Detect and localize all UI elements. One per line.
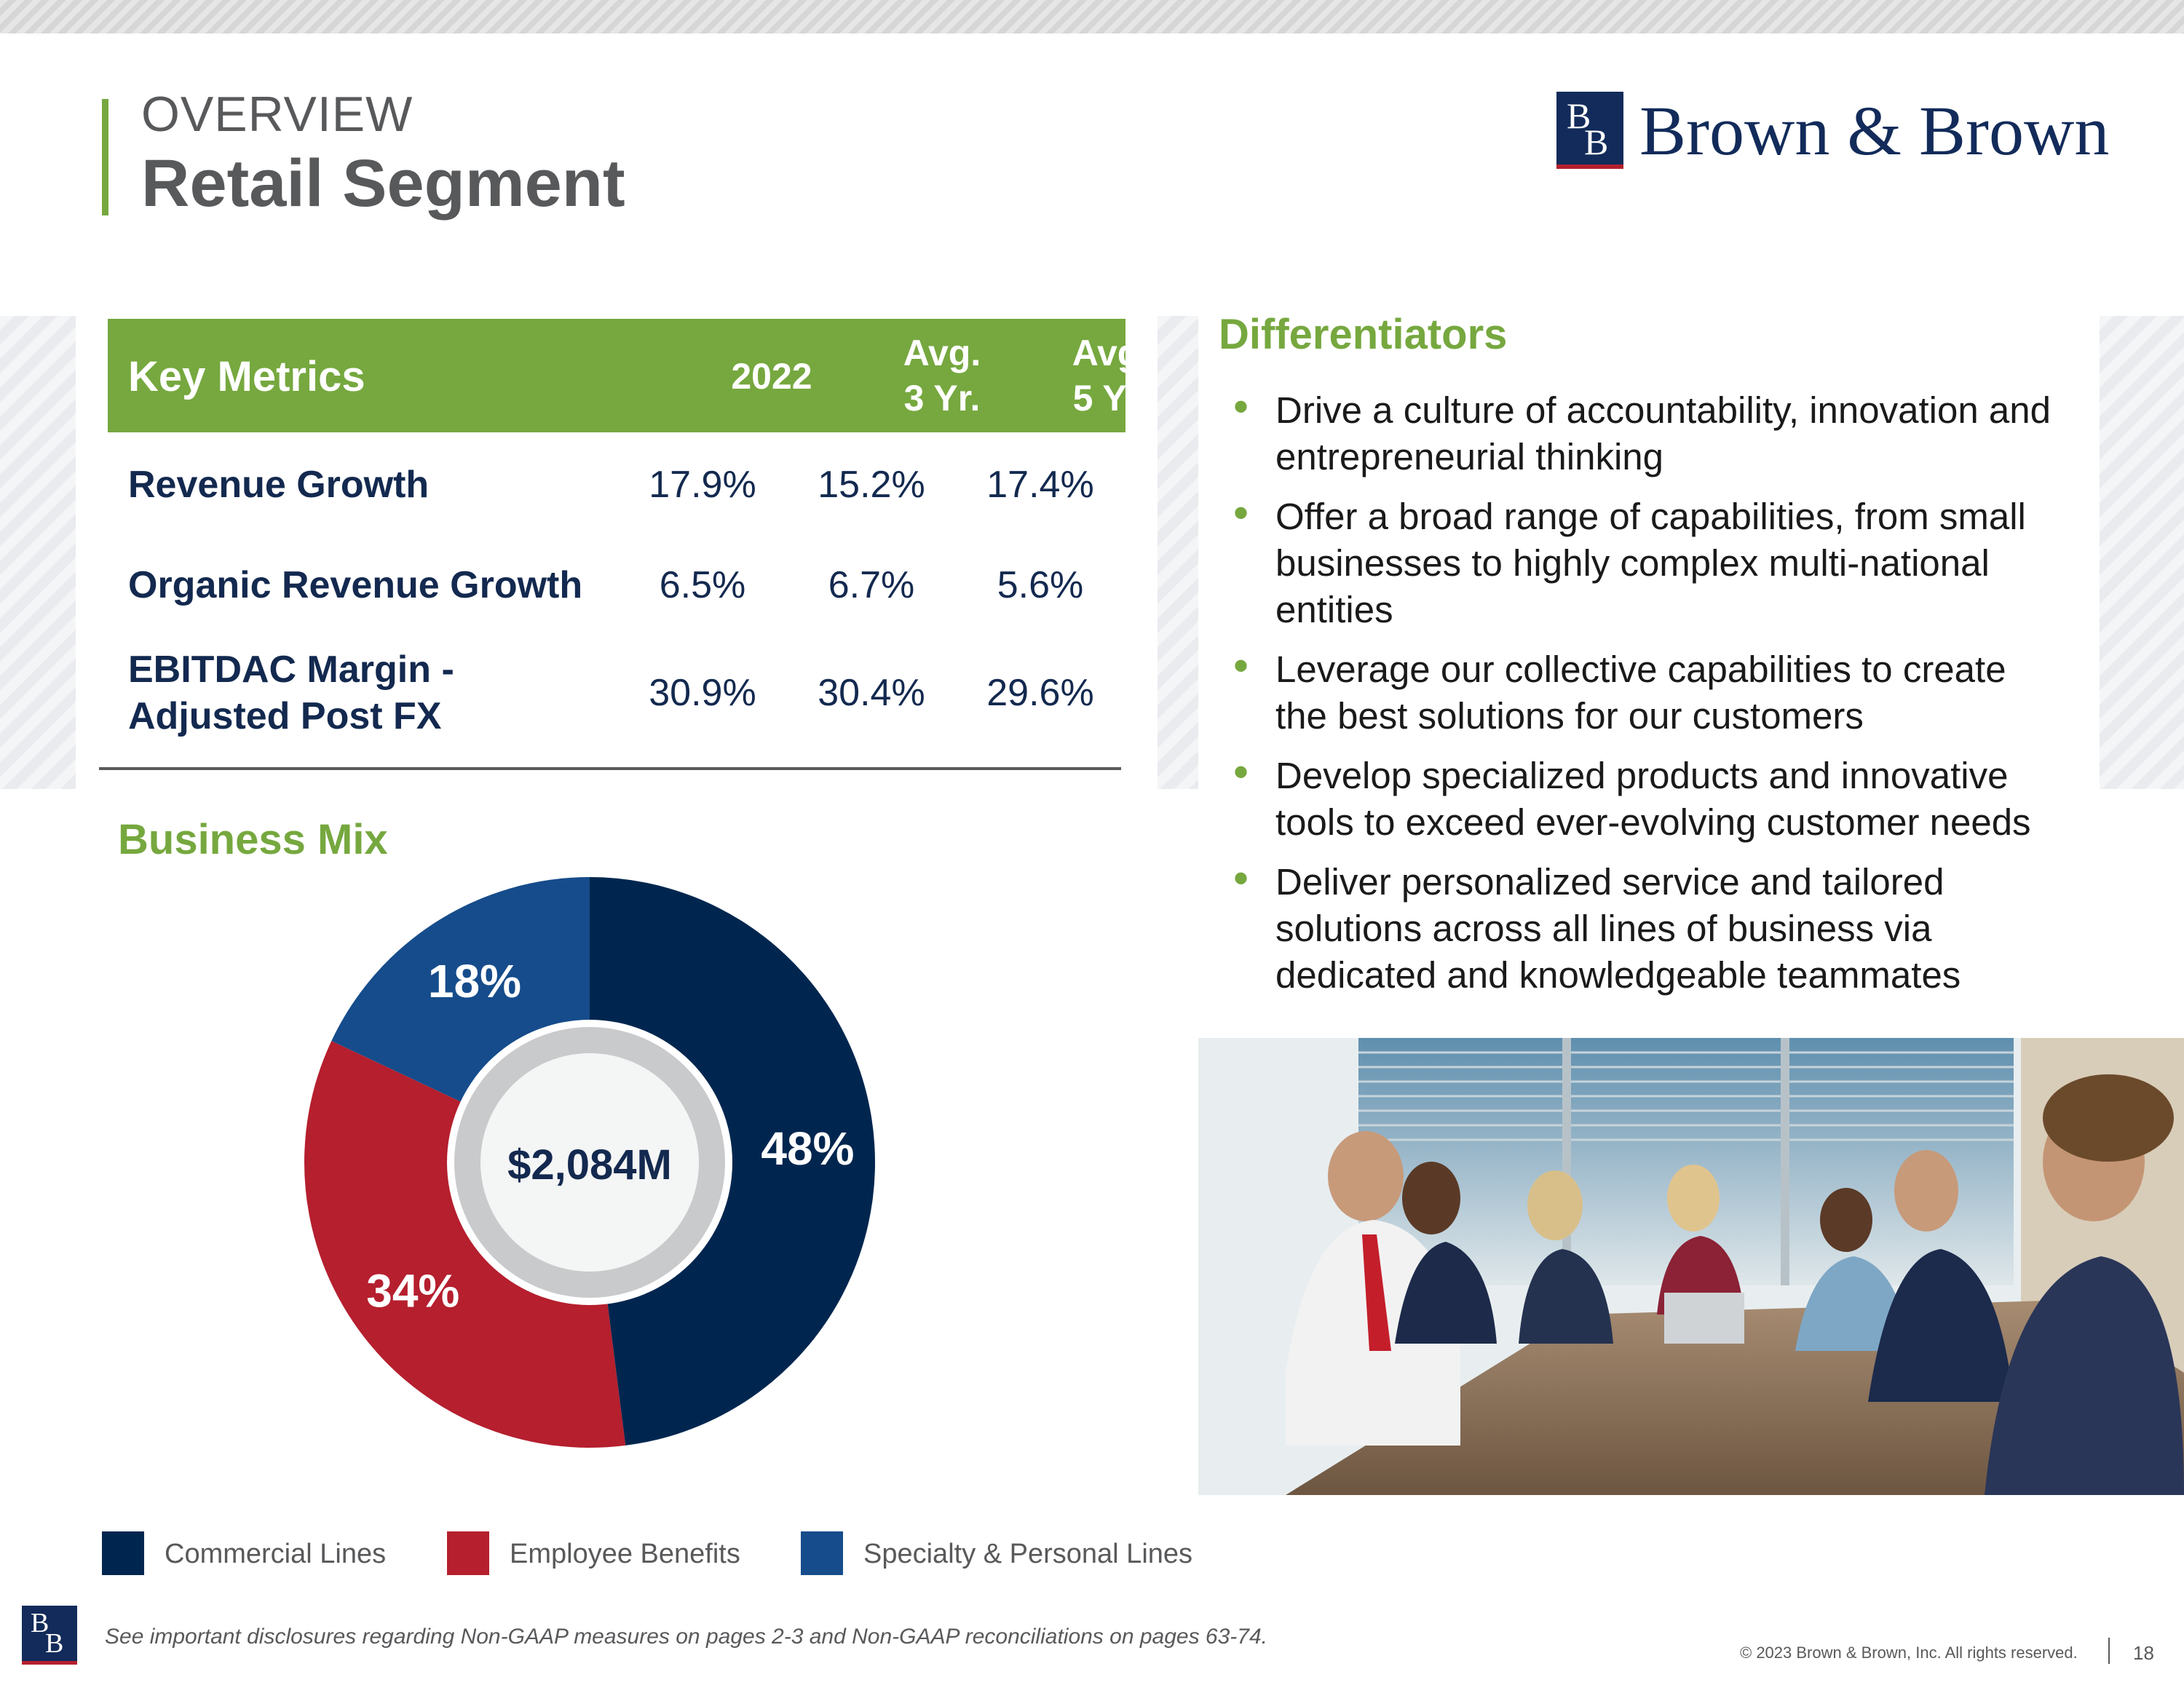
header-key-metrics: Key Metrics xyxy=(128,353,365,400)
footer-disclosure-note: See important disclosures regarding Non-… xyxy=(105,1625,1267,1649)
page-number: 18 xyxy=(2133,1642,2154,1664)
table-bottom-rule xyxy=(99,767,1121,770)
row-value-2022: 6.5% xyxy=(659,564,746,606)
right-hatched-panel xyxy=(2100,316,2184,789)
page-number-divider xyxy=(2108,1638,2110,1664)
slice-label-benefits: 34% xyxy=(366,1264,459,1317)
copyright: © 2023 Brown & Brown, Inc. All rights re… xyxy=(1740,1644,2078,1662)
left-hatched-panel xyxy=(0,316,76,789)
donut-hole-inner xyxy=(480,1053,699,1272)
center-hatched-panel xyxy=(1158,316,1198,789)
header-avg-3yr: Avg. 3 Yr. xyxy=(903,333,981,419)
page-title: Retail Segment xyxy=(141,146,625,221)
bullet-text-line: dedicated and knowledgeable teammates xyxy=(1275,954,1961,996)
footer-monogram-icon: B B xyxy=(22,1606,77,1665)
brand-logo-text: Brown & Brown xyxy=(1639,92,2110,170)
business-mix-title: Business Mix xyxy=(118,816,388,863)
row-value-5yr: 17.4% xyxy=(986,464,1094,506)
bullet-text-line: entrepreneurial thinking xyxy=(1275,436,1664,477)
bullet-icon: • xyxy=(1233,488,1249,537)
bullet-text-line: Leverage our collective capabilities to … xyxy=(1275,649,2006,690)
slice-label-commercial: 48% xyxy=(761,1122,854,1175)
legend-swatch-commercial xyxy=(102,1531,144,1575)
bullet-text-line: Develop specialized products and innovat… xyxy=(1275,755,2009,796)
row-label: Organic Revenue Growth xyxy=(128,564,583,606)
overline: OVERVIEW xyxy=(141,87,414,142)
metrics-table-header: Key Metrics 2022 Avg. 3 Yr. Avg. 5 Yr. xyxy=(108,319,1150,432)
bullet-icon: • xyxy=(1233,748,1249,796)
bullet-text-line: Deliver personalized service and tailore… xyxy=(1275,861,1944,903)
row-value-3yr: 15.2% xyxy=(818,464,925,506)
slice-label-specialty: 18% xyxy=(428,955,521,1007)
donut-slice-labels: 48% 34% 18% xyxy=(366,955,854,1317)
legend-label-benefits: Employee Benefits xyxy=(510,1539,740,1569)
bullet-text-line: entities xyxy=(1275,589,1393,630)
business-mix-donut-chart: $2,084M 48% 34% 18% xyxy=(304,877,875,1448)
bullet-icon: • xyxy=(1233,854,1249,903)
bullet-text-line: Offer a broad range of capabilities, fro… xyxy=(1275,496,2026,537)
top-hatched-band xyxy=(0,0,2184,33)
row-value-3yr: 6.7% xyxy=(828,564,915,606)
row-value-5yr: 29.6% xyxy=(986,672,1094,714)
meeting-photo xyxy=(1198,1038,2184,1495)
row-value-2022: 30.9% xyxy=(649,672,756,714)
legend-label-specialty: Specialty & Personal Lines xyxy=(863,1539,1193,1569)
legend-swatch-benefits xyxy=(447,1531,489,1575)
title-accent-bar xyxy=(102,99,108,215)
bullet-text-line: Drive a culture of accountability, innov… xyxy=(1275,389,2051,431)
slice-commercial-lines xyxy=(590,877,875,1446)
bullet-text-line: the best solutions for our customers xyxy=(1275,695,1864,737)
legend-label-commercial: Commercial Lines xyxy=(165,1539,387,1569)
donut-center-label: $2,084M xyxy=(507,1141,672,1189)
legend-swatch-specialty xyxy=(801,1531,843,1575)
row-value-3yr: 30.4% xyxy=(818,672,925,714)
header-avg-5yr: Avg. 5 Yr. xyxy=(1072,333,1150,419)
row-label: Revenue Growth xyxy=(128,464,430,506)
header-2022: 2022 xyxy=(731,356,812,397)
differentiators-title: Differentiators xyxy=(1219,311,1508,358)
row-label: EBITDAC Margin - Adjusted Post FX xyxy=(128,649,454,737)
row-value-5yr: 5.6% xyxy=(997,564,1084,606)
bullet-icon: • xyxy=(1233,641,1249,690)
bullet-text-line: businesses to highly complex multi-natio… xyxy=(1275,542,1990,584)
brand-monogram-icon: B B xyxy=(1556,92,1623,169)
meeting-photo-icon xyxy=(1198,1038,2184,1495)
bullet-icon: • xyxy=(1233,382,1249,431)
row-value-2022: 17.9% xyxy=(649,464,756,506)
bullet-text-line: solutions across all lines of business v… xyxy=(1275,908,1932,949)
bullet-text-line: tools to exceed ever-evolving customer n… xyxy=(1275,801,2031,843)
